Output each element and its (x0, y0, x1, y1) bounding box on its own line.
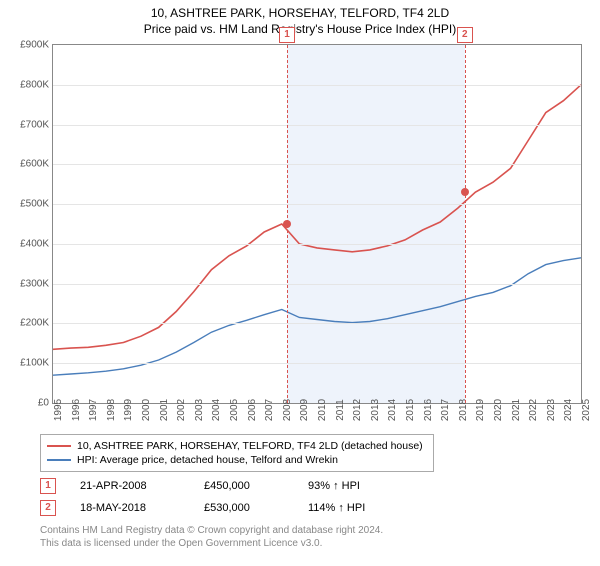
marker-label-box: 1 (279, 27, 295, 43)
y-axis-tick: £700K (5, 119, 49, 130)
gridline (53, 244, 581, 245)
chart-title: 10, ASHTREE PARK, HORSEHAY, TELFORD, TF4… (0, 6, 600, 20)
marker-vertical-line (465, 45, 466, 403)
x-axis-tick: 1995 (53, 399, 64, 421)
x-axis-tick: 2010 (317, 399, 328, 421)
chart-svg (53, 45, 581, 403)
sale-hpi-pct: 93% ↑ HPI (308, 480, 360, 492)
legend-label: HPI: Average price, detached house, Telf… (77, 454, 338, 466)
gridline (53, 85, 581, 86)
x-axis-tick: 2009 (299, 399, 310, 421)
x-axis-tick: 2006 (247, 399, 258, 421)
gridline (53, 323, 581, 324)
x-axis-tick: 2007 (264, 399, 275, 421)
y-axis-tick: £200K (5, 318, 49, 329)
sale-point (283, 220, 291, 228)
x-axis-tick: 1998 (106, 399, 117, 421)
x-axis-tick: 2019 (475, 399, 486, 421)
x-axis-tick: 2025 (581, 399, 592, 421)
sale-row: 2 18-MAY-2018 £530,000 114% ↑ HPI (40, 500, 600, 516)
marker-label-box: 2 (457, 27, 473, 43)
footer-line: This data is licensed under the Open Gov… (40, 537, 590, 550)
y-axis-tick: £500K (5, 199, 49, 210)
y-axis-tick: £900K (5, 40, 49, 51)
sale-hpi-pct: 114% ↑ HPI (308, 502, 365, 514)
y-axis-tick: £100K (5, 358, 49, 369)
sale-marker-icon: 1 (40, 478, 56, 494)
x-axis-tick: 1996 (71, 399, 82, 421)
x-axis-tick: 2020 (493, 399, 504, 421)
gridline (53, 204, 581, 205)
chart-plot-area: £0£100K£200K£300K£400K£500K£600K£700K£80… (52, 44, 582, 404)
x-axis-tick: 2023 (546, 399, 557, 421)
sale-price: £450,000 (204, 480, 284, 492)
sale-date: 21-APR-2008 (80, 480, 180, 492)
price-chart-container: 10, ASHTREE PARK, HORSEHAY, TELFORD, TF4… (0, 6, 600, 566)
x-axis-tick: 1999 (123, 399, 134, 421)
sale-marker-icon: 2 (40, 500, 56, 516)
gridline (53, 164, 581, 165)
x-axis-tick: 2013 (370, 399, 381, 421)
gridline (53, 363, 581, 364)
footer-attribution: Contains HM Land Registry data © Crown c… (40, 524, 590, 550)
y-axis-tick: £0 (5, 398, 49, 409)
legend-item: HPI: Average price, detached house, Telf… (47, 453, 427, 467)
legend-label: 10, ASHTREE PARK, HORSEHAY, TELFORD, TF4… (77, 440, 423, 452)
legend-item: 10, ASHTREE PARK, HORSEHAY, TELFORD, TF4… (47, 439, 427, 453)
y-axis-tick: £300K (5, 278, 49, 289)
series-line (53, 258, 581, 375)
x-axis-tick: 1997 (88, 399, 99, 421)
y-axis-tick: £600K (5, 159, 49, 170)
x-axis-tick: 2000 (141, 399, 152, 421)
x-axis-tick: 2016 (423, 399, 434, 421)
x-axis-tick: 2015 (405, 399, 416, 421)
y-axis-tick: £400K (5, 238, 49, 249)
legend-swatch (47, 445, 71, 447)
sale-row: 1 21-APR-2008 £450,000 93% ↑ HPI (40, 478, 600, 494)
legend-swatch (47, 459, 71, 461)
gridline (53, 125, 581, 126)
x-axis-tick: 2001 (159, 399, 170, 421)
sale-point (461, 188, 469, 196)
sale-price: £530,000 (204, 502, 284, 514)
x-axis-tick: 2011 (335, 399, 346, 421)
footer-line: Contains HM Land Registry data © Crown c… (40, 524, 590, 537)
x-axis-tick: 2014 (387, 399, 398, 421)
y-axis-tick: £800K (5, 79, 49, 90)
x-axis-tick: 2022 (528, 399, 539, 421)
gridline (53, 284, 581, 285)
sales-block: 1 21-APR-2008 £450,000 93% ↑ HPI 2 18-MAY-201… (0, 478, 600, 516)
x-axis-tick: 2003 (194, 399, 205, 421)
x-axis-tick: 2018 (458, 399, 469, 421)
x-axis-tick: 2017 (440, 399, 451, 421)
x-axis-tick: 2021 (511, 399, 522, 421)
sale-date: 18-MAY-2018 (80, 502, 180, 514)
legend-box: 10, ASHTREE PARK, HORSEHAY, TELFORD, TF4… (40, 434, 434, 472)
x-axis-tick: 2012 (352, 399, 363, 421)
x-axis-tick: 2004 (211, 399, 222, 421)
x-axis-tick: 2002 (176, 399, 187, 421)
x-axis-tick: 2024 (563, 399, 574, 421)
chart-subtitle: Price paid vs. HM Land Registry's House … (0, 22, 600, 36)
x-axis-tick: 2005 (229, 399, 240, 421)
